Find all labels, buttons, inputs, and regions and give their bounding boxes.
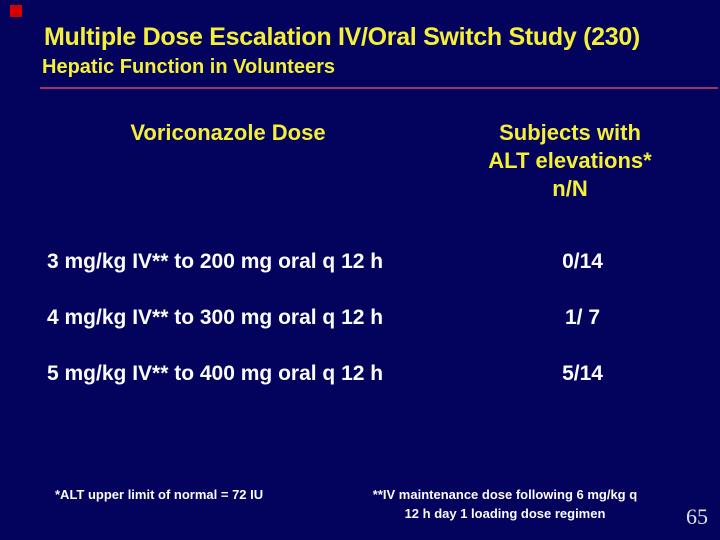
table-row: 5 mg/kg IV** to 400 mg oral q 12 h 5/14 [0, 362, 720, 388]
alt-column-header: Subjects with ALT elevations* n/N [445, 119, 695, 203]
table-row: 4 mg/kg IV** to 300 mg oral q 12 h 1/ 7 [0, 306, 720, 332]
value-cell: 0/14 [562, 250, 603, 273]
footnote-iv-dose-line-1: **IV maintenance dose following 6 mg/kg … [372, 487, 638, 502]
value-cell: 5/14 [562, 362, 603, 385]
dose-cell: 3 mg/kg IV** to 200 mg oral q 12 h [47, 250, 384, 273]
dose-cell: 5 mg/kg IV** to 400 mg oral q 12 h [47, 362, 384, 385]
value-cell: 1/ 7 [564, 306, 601, 329]
footnote-iv-dose-line-2: 12 h day 1 loading dose regimen [404, 506, 606, 521]
red-corner-marker [10, 5, 22, 17]
alt-header-line-3: n/N [552, 176, 588, 201]
alt-header-line-1: Subjects with [499, 120, 641, 145]
page-number: 65 [686, 504, 708, 529]
dose-column-header: Voriconazole Dose [130, 120, 326, 145]
dose-cell: 4 mg/kg IV** to 300 mg oral q 12 h [47, 306, 384, 329]
slide-subtitle: Hepatic Function in Volunteers [42, 56, 335, 78]
title-divider [40, 87, 718, 89]
footnote-iv-dose: **IV maintenance dose following 6 mg/kg … [325, 485, 685, 523]
footnote-alt-limit: *ALT upper limit of normal = 72 IU [55, 487, 264, 502]
table-row: 3 mg/kg IV** to 200 mg oral q 12 h 0/14 [0, 250, 720, 276]
slide-title: Multiple Dose Escalation IV/Oral Switch … [44, 23, 640, 51]
alt-header-line-2: ALT elevations* [488, 148, 652, 173]
